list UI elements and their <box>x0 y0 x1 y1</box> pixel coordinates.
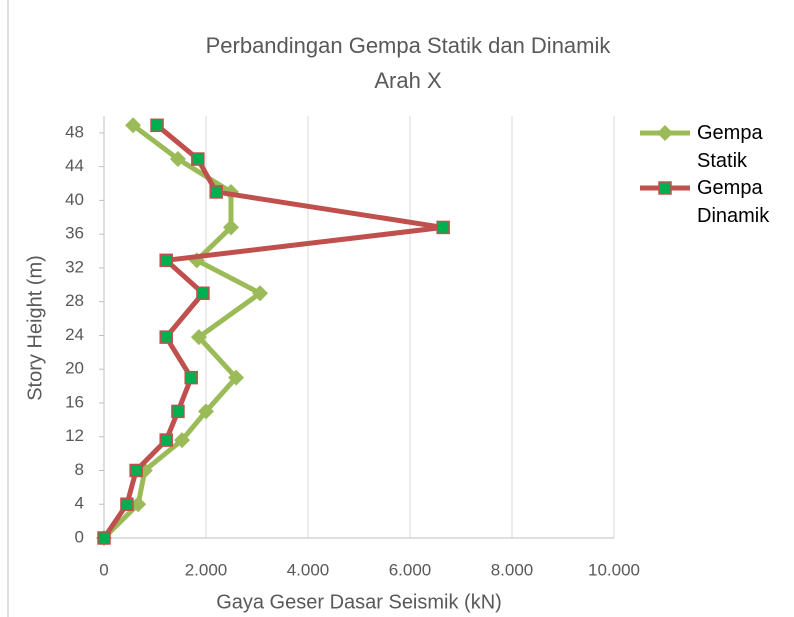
y-tick-label: 32 <box>65 257 84 276</box>
x-tick-label: 10.000 <box>588 560 640 579</box>
data-point <box>174 432 191 449</box>
data-point <box>252 285 269 302</box>
data-point <box>159 253 173 268</box>
data-point <box>130 496 147 513</box>
data-point <box>169 151 186 168</box>
data-point <box>209 185 223 199</box>
chart-title: Perbandingan Gempa Statik dan Dinamik <box>206 33 612 58</box>
data-point <box>222 219 239 236</box>
x-tick-label: 8.000 <box>491 560 534 579</box>
y-axis-label: Story Height (m) <box>24 255 46 401</box>
series-line <box>102 123 263 540</box>
y-tick-label: 36 <box>65 224 84 243</box>
data-point <box>436 220 450 235</box>
y-tick-label: 4 <box>75 494 84 513</box>
legend-label: Gempa Statik <box>697 122 763 172</box>
data-point <box>184 370 198 385</box>
data-point <box>190 329 207 346</box>
data-point <box>159 433 173 447</box>
legend-label: Gempa Dinamik <box>697 177 770 227</box>
y-tick-label: 20 <box>65 359 84 378</box>
chart-border <box>7 0 9 617</box>
y-tick-label: 28 <box>65 291 84 310</box>
data-point <box>159 330 173 344</box>
x-tick-label: 0 <box>99 560 108 579</box>
y-tick-label: 8 <box>75 460 84 479</box>
y-tick-label: 0 <box>75 527 84 546</box>
x-tick-label: 6.000 <box>389 560 432 579</box>
x-tick-label: 2.000 <box>185 560 228 579</box>
data-point <box>228 369 245 386</box>
y-tick-label: 12 <box>65 426 84 445</box>
y-tick-label: 44 <box>65 156 84 175</box>
chart-title: Arah X <box>374 68 442 93</box>
data-point <box>129 463 143 478</box>
x-tick-label: 4.000 <box>287 560 330 579</box>
data-point <box>120 497 134 511</box>
data-point <box>198 403 214 420</box>
y-tick-label: 16 <box>65 392 84 411</box>
data-point <box>196 286 210 300</box>
data-point <box>125 117 142 134</box>
legend-marker <box>657 125 673 141</box>
y-tick-label: 24 <box>65 325 84 344</box>
data-point <box>191 152 205 166</box>
data-point <box>171 404 185 419</box>
data-point <box>97 531 111 545</box>
y-tick-label: 40 <box>65 190 84 209</box>
series-line <box>101 123 446 540</box>
legend-marker <box>658 181 672 195</box>
y-tick-label: 48 <box>65 122 84 141</box>
x-axis-label: Gaya Geser Dasar Seismik (kN) <box>216 591 502 613</box>
data-point <box>150 118 164 133</box>
